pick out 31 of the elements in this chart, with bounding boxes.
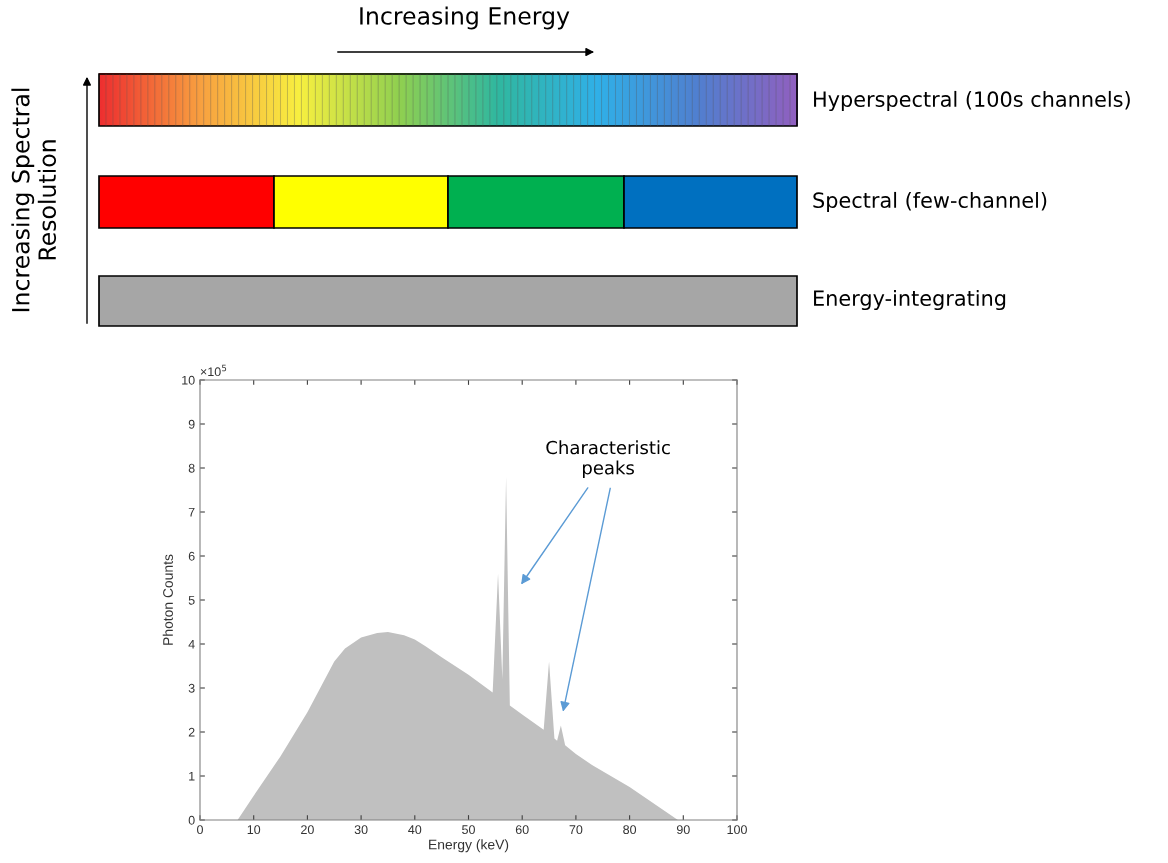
y-tick-label: 3	[188, 683, 195, 693]
y-tick-label: 6	[188, 551, 195, 561]
text: Energy-integrating	[814, 289, 1006, 311]
y-tick-label: 10	[182, 375, 195, 385]
y-tick-label: 5	[188, 595, 195, 605]
y-tick-label: 4	[188, 639, 195, 649]
text: Increasing Energy	[360, 6, 570, 30]
y-tick-label: 0	[188, 815, 195, 825]
y-tick-label: 7	[188, 507, 195, 517]
x-tick-label: 30	[354, 825, 368, 835]
y-axis-title: Photon Counts	[162, 554, 173, 645]
x-tick-label: 50	[462, 825, 475, 835]
x-tick-label: 60	[515, 825, 529, 835]
x-tick-label: 90	[676, 825, 690, 835]
x-tick-label: 100	[727, 825, 747, 835]
x-tick-label: 20	[301, 825, 314, 835]
x-tick-label: 0	[197, 825, 203, 835]
x-tick-label: 80	[623, 825, 637, 835]
x-tick-label: 40	[408, 825, 422, 835]
y-tick-label: 9	[188, 419, 195, 429]
annotation: Characteristic peaks	[546, 440, 670, 479]
x-tick-label: 70	[569, 825, 583, 835]
text: Spectral (few-channel)	[813, 191, 1047, 213]
x-tick-label: 10	[247, 825, 261, 835]
text: Increasing Spectral Resolution	[11, 88, 57, 312]
y-tick-label: 2	[188, 727, 195, 737]
text: Hyperspectral (100s channels)	[814, 90, 1130, 112]
text: ×10$^{5}$	[200, 364, 227, 377]
y-tick-label: 1	[189, 771, 195, 781]
y-tick-label: 8	[188, 463, 195, 473]
x-axis-title: Energy (keV)	[429, 839, 509, 853]
